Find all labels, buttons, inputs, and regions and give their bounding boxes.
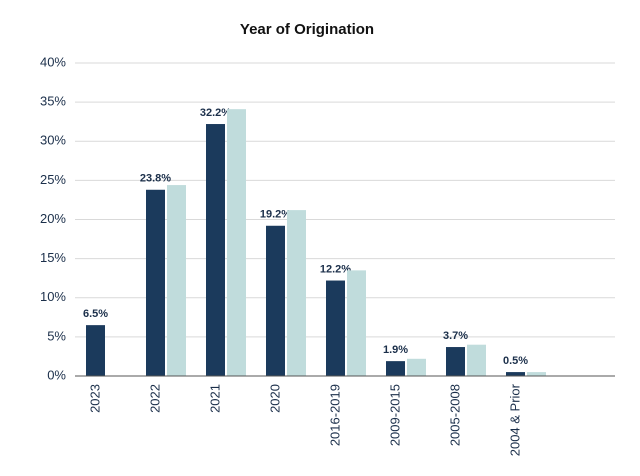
value-label: 12.2% [320, 263, 351, 275]
x-tick-label: 2005-2008 [447, 384, 462, 446]
bar [467, 344, 486, 376]
bar [227, 109, 246, 376]
y-tick-label: 30% [40, 133, 66, 148]
y-tick-label: 0% [47, 367, 66, 382]
x-tick-label: 2020 [267, 384, 282, 413]
chart-title: Year of Origination [240, 21, 374, 38]
value-label: 1.9% [383, 344, 408, 356]
y-tick-label: 15% [40, 250, 66, 265]
value-label: 32.2% [200, 107, 231, 119]
bar [386, 361, 405, 376]
value-label: 19.2% [260, 209, 291, 221]
x-tick-label: 2004 & Prior [507, 383, 522, 456]
y-tick-label: 35% [40, 94, 66, 109]
value-label: 3.7% [443, 330, 468, 342]
x-tick-label: 2023 [87, 384, 102, 413]
bar [446, 347, 465, 376]
bar [407, 358, 426, 376]
y-tick-label: 25% [40, 172, 66, 187]
y-tick-label: 40% [40, 54, 66, 69]
bar [506, 372, 525, 376]
y-tick-label: 10% [40, 289, 66, 304]
value-label: 23.8% [140, 173, 171, 185]
value-label: 0.5% [503, 355, 528, 367]
bar [347, 270, 366, 376]
y-tick-label: 5% [47, 328, 66, 343]
bar [167, 185, 186, 376]
bar [86, 325, 105, 376]
bar [266, 225, 285, 376]
bar [326, 280, 345, 376]
x-tick-label: 2009-2015 [387, 384, 402, 446]
x-tick-label: 2021 [207, 384, 222, 413]
bar [206, 124, 225, 376]
value-label: 6.5% [83, 308, 108, 320]
bar [527, 372, 546, 376]
x-tick-label: 2022 [147, 384, 162, 413]
bar [146, 189, 165, 376]
y-tick-label: 20% [40, 211, 66, 226]
x-tick-label: 2016-2019 [327, 384, 342, 446]
bar [287, 210, 306, 376]
